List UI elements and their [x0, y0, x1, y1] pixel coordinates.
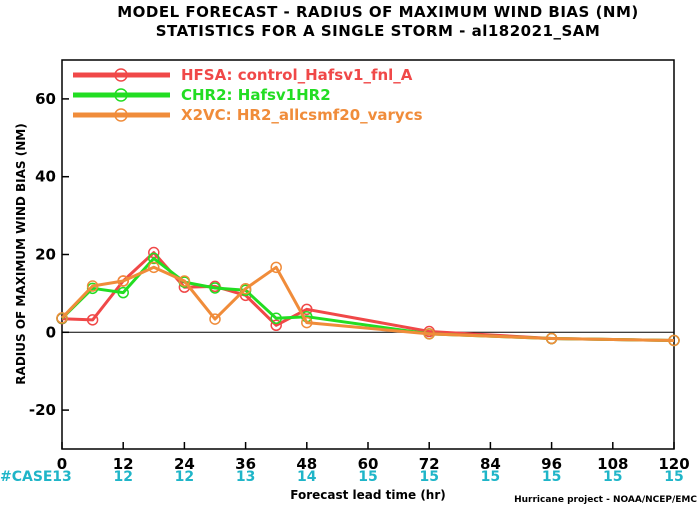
series-3 [56, 261, 680, 347]
credit-text: Hurricane project - NOAA/NCEP/EMC [514, 495, 697, 505]
legend-label: CHR2: Hafsv1HR2 [181, 86, 331, 104]
y-axis-label: RADIUS OF MAXIMUM WIND BIAS (NM) [14, 123, 28, 384]
data-point [117, 275, 129, 287]
data-point [56, 312, 68, 324]
legend: HFSA: control_Hafsv1_fnl_A CHR2: Hafsv1HR… [73, 66, 423, 124]
data-point [86, 280, 99, 292]
case-count: 12 [113, 469, 132, 485]
data-point [301, 316, 313, 329]
case-count: 13 [52, 469, 71, 485]
chart-subtitle: STATISTICS FOR A SINGLE STORM - al182021… [156, 22, 601, 40]
case-count: 13 [236, 469, 255, 485]
data-point [270, 319, 282, 332]
series-2 [56, 252, 680, 347]
x-tick-label: 24 [174, 455, 195, 473]
y-tick-label: -20 [29, 401, 56, 419]
y-axis-ticks: -20 0 20 40 60 [29, 90, 69, 419]
x-tick-label: 0 [57, 455, 67, 473]
legend-label: HFSA: control_Hafsv1_fnl_A [181, 66, 413, 84]
data-point [117, 286, 129, 299]
x-tick-label: 12 [113, 455, 134, 473]
legend-swatch-marker [114, 108, 128, 122]
x-tick-label: 72 [419, 455, 440, 473]
x-tick-label: 48 [296, 455, 317, 473]
case-label: #CASE [0, 469, 53, 485]
case-count: 15 [358, 469, 377, 485]
case-count: 12 [175, 469, 194, 485]
y-tick-label: 40 [35, 168, 56, 186]
data-point [178, 275, 191, 287]
series-line [61, 251, 675, 342]
data-point [270, 312, 282, 325]
y-tick-label: 60 [35, 90, 56, 108]
data-point [545, 332, 558, 345]
x-tick-label: 108 [597, 455, 628, 473]
data-point [270, 261, 282, 274]
data-point [86, 314, 99, 326]
data-point [301, 303, 313, 316]
legend-swatch-marker [114, 88, 128, 102]
case-count: 15 [419, 469, 438, 485]
case-count: 15 [481, 469, 500, 485]
x-axis-ticks: 0 12 24 36 48 60 72 84 96 108 120 [57, 442, 690, 473]
case-count: 14 [297, 469, 317, 485]
x-tick-label: 60 [358, 455, 379, 473]
data-point [148, 261, 160, 274]
x-tick-label: 36 [235, 455, 256, 473]
case-counts: 13 12 12 13 14 15 15 15 15 15 15 [52, 469, 683, 485]
legend-label: X2VC: HR2_allcsmf20_varycs [181, 106, 423, 124]
data-point [668, 334, 680, 347]
case-count: 15 [603, 469, 622, 485]
y-tick-label: 20 [35, 246, 56, 264]
series-layer [56, 246, 680, 347]
data-point [239, 282, 252, 295]
data-point [423, 328, 435, 340]
x-tick-label: 84 [480, 455, 501, 473]
x-tick-label: 120 [658, 455, 689, 473]
case-count: 15 [664, 469, 683, 485]
series-line [60, 265, 675, 342]
legend-swatch-marker [114, 68, 128, 82]
chart-title: MODEL FORECAST - RADIUS OF MAXIMUM WIND … [117, 3, 639, 21]
x-tick-label: 96 [541, 455, 562, 473]
case-count: 15 [542, 469, 561, 485]
y-tick-label: 0 [46, 323, 56, 341]
data-point [209, 282, 221, 294]
x-axis-label: Forecast lead time (hr) [290, 488, 446, 502]
data-point [209, 313, 221, 325]
data-point [148, 252, 160, 265]
